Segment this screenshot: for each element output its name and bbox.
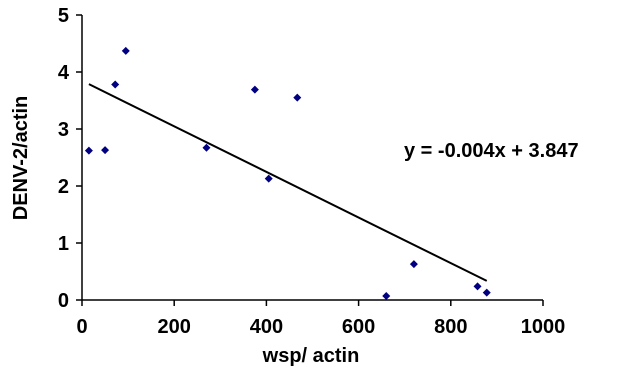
x-ticks: 0 200 400 600 800 1000	[76, 300, 565, 338]
y-tick-label: 4	[58, 62, 70, 84]
y-tick-label: 2	[58, 176, 69, 198]
x-tick-label: 0	[76, 316, 87, 338]
y-tick-label: 0	[58, 290, 69, 312]
x-tick-label: 600	[342, 316, 375, 338]
data-point	[101, 146, 110, 155]
y-tick-label: 5	[58, 5, 69, 27]
data-point	[264, 174, 273, 183]
data-point	[250, 85, 259, 94]
data-point	[111, 80, 120, 89]
y-tick-label: 3	[58, 119, 69, 141]
data-point	[482, 288, 491, 297]
x-tick-label: 800	[434, 316, 467, 338]
y-ticks: 0 1 2 3 4 5	[58, 5, 82, 312]
y-tick-label: 1	[58, 233, 69, 255]
data-point	[473, 282, 482, 291]
data-point	[84, 146, 93, 155]
x-tick-label: 1000	[521, 316, 566, 338]
x-tick-label: 200	[158, 316, 191, 338]
y-axis-title: DENV-2/actin	[10, 96, 32, 220]
trendline-equation: y = -0.004x + 3.847	[404, 140, 579, 162]
data-point	[382, 292, 391, 301]
x-tick-label: 400	[250, 316, 283, 338]
data-points	[84, 46, 491, 301]
x-axis-title: wsp/ actin	[262, 345, 360, 367]
data-point	[202, 143, 211, 152]
data-point	[293, 93, 302, 102]
data-point	[409, 260, 418, 269]
trendline	[88, 83, 488, 282]
trendline-group	[88, 83, 488, 282]
data-point	[121, 46, 130, 55]
axes	[81, 15, 543, 301]
